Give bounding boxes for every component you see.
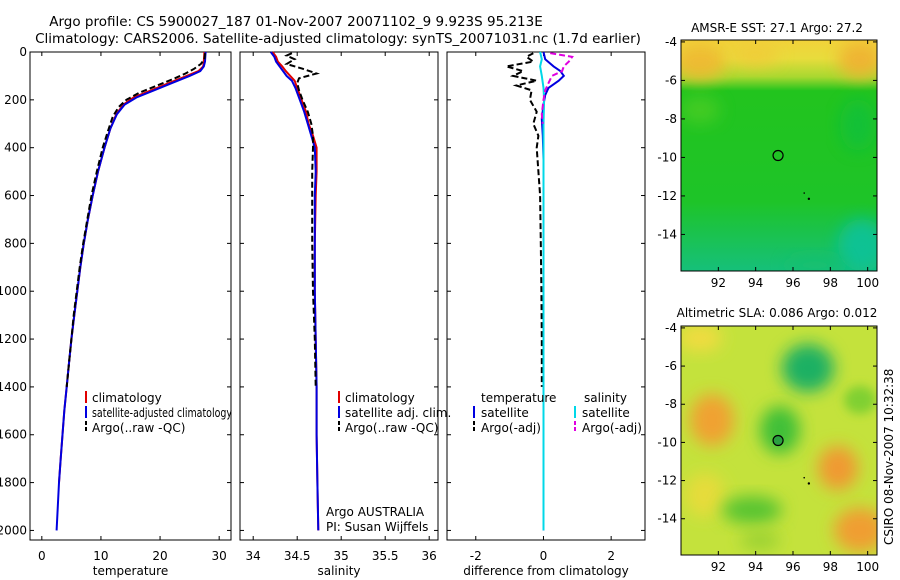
legend-salinity-title: salinity [584,391,627,405]
sst-map-title: AMSR-E SST: 27.1 Argo: 27.2 [691,21,863,35]
map-x-tick-label: 94 [748,276,763,290]
sst-map: 92 94 96 98 100 -4 -6 -8 -10 -12 -14 [657,35,879,290]
x-tick-label: 30 [212,549,227,563]
temperature-profile-panel: 0 10 20 30 0 200 400 600 800 1000 1200 1400 1600 1800… [0,45,232,578]
argo-australia-annotation: Argo AUSTRALIA [326,505,425,519]
map-x-tick-label: 98 [823,560,838,574]
series-line-salinity-argo [540,52,574,124]
salinity-legend: climatology satellite adj. clim. Argo(..… [326,391,451,534]
y-tick-label: 1800 [0,476,27,490]
x-axis-label: difference from climatology [463,564,629,578]
temperature-legend: climatology satellite-adjusted climatolo… [85,391,232,435]
series-line-temperature-argo [505,52,543,387]
map-y-tick-label: -14 [657,227,677,241]
legend-argo-label: Argo(..raw -QC) [92,421,185,435]
x-tick-label: 34 [246,549,261,563]
map-y-tick-label: -6 [665,73,677,87]
legend-temp-satellite-label: satellite [481,406,529,420]
map-y-tick-label: -4 [665,321,677,335]
pi-annotation: PI: Susan Wijffels [326,520,428,534]
y-tick-label: 800 [4,236,27,250]
x-tick-label: 36 [422,549,437,563]
x-tick-label: 34.5 [284,549,311,563]
legend-temp-argo-label: Argo(-adj) [481,421,541,435]
series-line-temperature-satellite [540,51,566,531]
y-tick-label: 1600 [0,428,27,442]
x-tick-label: 2 [607,549,615,563]
x-tick-label: 20 [152,549,167,563]
difference-legend: temperature salinity satellite Argo(-adj… [473,391,642,435]
series-line-argo [284,52,321,387]
x-tick-label: 35.5 [372,549,399,563]
island-marker [803,192,805,194]
y-tick-label: 1000 [0,284,27,298]
figure-title-line-1: Argo profile: CS 5900027_187 01-Nov-2007… [49,14,543,30]
map-y-tick-label: -10 [657,150,677,164]
series-line-argo [65,53,206,387]
map-x-tick-label: 92 [711,276,726,290]
map-y-tick-label: -8 [665,112,677,126]
x-tick-label: 0 [540,549,548,563]
sla-map: 92 94 96 98 100 -4 -6 -8 -10 -12 -14 [657,321,879,574]
y-tick-label: 200 [4,93,27,107]
island-marker [803,476,805,479]
y-tick-label: 0 [19,45,27,59]
side-timestamp: CSIRO 08-Nov-2007 10:32:38 [882,369,896,545]
x-tick-label: 10 [93,549,108,563]
map-x-tick-label: 100 [856,560,879,574]
map-x-tick-label: 96 [785,560,800,574]
y-tick-label: 1200 [0,332,27,346]
x-tick-label: 35 [334,549,349,563]
map-x-tick-label: 94 [748,560,763,574]
y-tick-label: 600 [4,189,27,203]
map-y-tick-label: -8 [665,397,677,411]
map-frame [680,325,878,556]
legend-climatology-label: climatology [345,391,415,405]
map-y-tick-label: -12 [657,189,677,203]
x-axis-label: temperature [93,564,168,578]
x-axis-label: salinity [317,564,360,578]
map-frame [680,39,878,272]
legend-sal-satellite-label: satellite [582,406,630,420]
island-marker [807,197,811,201]
map-y-tick-label: -4 [665,35,677,49]
salinity-profile-panel: 34 34.5 35 35.5 36 salinity [239,51,439,578]
map-x-tick-label: 98 [823,276,838,290]
axes-box [239,51,439,541]
x-tick-label: -2 [470,549,482,563]
legend-satellite-label: satellite-adjusted climatology [92,406,232,420]
series-line-satellite [55,51,207,531]
figure-title-line-2: Climatology: CARS2006. Satellite-adjuste… [35,31,641,47]
legend-temperature-title: temperature [481,391,556,405]
series-line-salinity-satellite [539,51,546,531]
map-x-tick-label: 96 [785,276,800,290]
map-x-tick-label: 92 [711,560,726,574]
island-marker [807,482,811,485]
legend-satellite-label: satellite adj. clim. [345,406,451,420]
sla-map-title: Altimetric SLA: 0.086 Argo: 0.012 [677,306,878,320]
argo-float-marker [772,434,784,447]
map-y-tick-label: -14 [657,512,677,526]
map-x-tick-label: 100 [856,276,879,290]
sla-map-field [681,326,877,555]
x-tick-label: 0 [38,549,46,563]
map-y-tick-label: -6 [665,359,677,373]
y-tick-label: 1400 [0,380,27,394]
legend-climatology-label: climatology [92,391,162,405]
y-tick-label: 400 [4,141,27,155]
map-y-tick-label: -10 [657,435,677,449]
legend-sal-argo-label: Argo(-adj) [582,421,642,435]
legend-argo-label: Argo(..raw -QC) [345,421,438,435]
y-tick-label: 2000 [0,523,27,537]
axes-box [446,51,646,541]
axes-box [29,51,232,541]
map-y-tick-label: -12 [657,474,677,488]
sst-map-field [681,40,877,271]
argo-float-marker [772,149,784,162]
